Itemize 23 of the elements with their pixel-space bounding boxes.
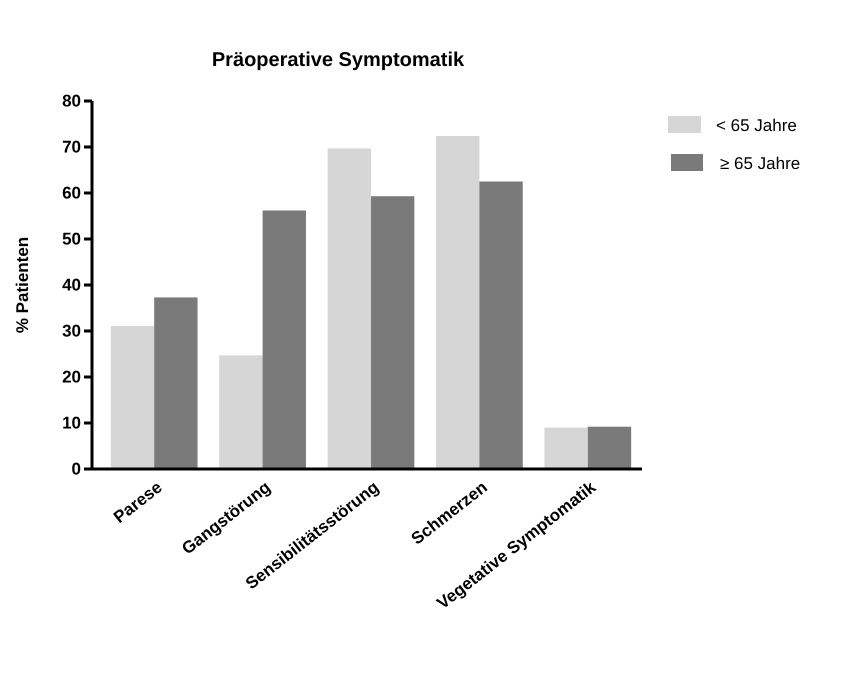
bar [588,426,632,469]
y-tick-label: 50 [62,229,81,248]
y-tick-label: 0 [72,459,81,478]
y-tick-label: 70 [62,137,81,156]
bar [544,428,588,469]
y-axis-title: % Patienten [13,236,32,334]
y-tick-label: 20 [62,367,81,386]
y-tick-label: 10 [62,413,81,432]
bar [110,326,154,469]
legend-label: < 65 Jahre [716,116,797,135]
bar [219,355,263,469]
bar [262,210,306,469]
bar [436,136,480,469]
bar [328,148,371,469]
y-tick-label: 30 [62,321,81,340]
y-tick-label: 80 [62,91,81,110]
y-tick-label: 40 [62,275,81,294]
y-tick-label: 60 [62,183,81,202]
bar [479,182,523,469]
bar [371,196,414,469]
chart-title: Präoperative Symptomatik [212,49,466,71]
bar [154,297,198,469]
legend-label: ≥ 65 Jahre [720,154,800,173]
